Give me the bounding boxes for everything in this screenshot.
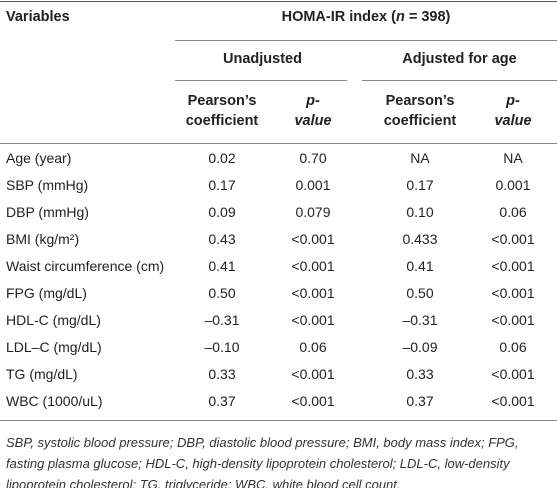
cell: NA — [410, 150, 430, 166]
cell: 0.06 — [499, 204, 527, 220]
cell: 0.41 — [406, 258, 434, 274]
cell: 0.06 — [299, 339, 327, 355]
index-title: HOMA-IR index (n = 398) — [175, 9, 557, 25]
cell: 0.433 — [402, 231, 438, 247]
sub-header: Pearson’s coefficient — [185, 93, 259, 129]
cell: 0.50 — [208, 285, 236, 301]
row-label: LDL–C (mg/dL) — [6, 339, 102, 355]
row-label: FPG (mg/dL) — [6, 285, 87, 301]
cell: <0.001 — [491, 393, 535, 409]
cell: <0.001 — [491, 285, 535, 301]
cell: 0.079 — [295, 204, 331, 220]
index-title-part: = 398) — [404, 9, 451, 25]
index-title-n: n — [395, 9, 405, 25]
cell: <0.001 — [291, 366, 335, 382]
cell: 0.09 — [208, 204, 236, 220]
rule — [175, 40, 557, 41]
row-label: SBP (mmHg) — [6, 177, 89, 193]
cell: 0.10 — [406, 204, 434, 220]
cell: 0.33 — [406, 366, 434, 382]
cell: <0.001 — [491, 312, 535, 328]
sub-header: p-value — [294, 93, 332, 129]
cell: <0.001 — [291, 258, 335, 274]
rule — [0, 420, 557, 421]
top-rule — [0, 1, 557, 2]
cell: 0.33 — [208, 366, 236, 382]
row-label: TG (mg/dL) — [6, 366, 78, 382]
cell: <0.001 — [491, 366, 535, 382]
cell: 0.50 — [406, 285, 434, 301]
row-label: DBP (mmHg) — [6, 204, 89, 220]
cell: <0.001 — [491, 258, 535, 274]
cell: 0.37 — [208, 393, 236, 409]
cell: 0.06 — [499, 339, 527, 355]
cell: 0.001 — [295, 177, 331, 193]
cell: 0.43 — [208, 231, 236, 247]
row-label: Waist circumference (cm) — [6, 258, 165, 274]
cell: 0.001 — [495, 177, 531, 193]
group-header: Adjusted for age — [402, 51, 517, 67]
cell: <0.001 — [291, 393, 335, 409]
cell: <0.001 — [491, 231, 535, 247]
rule — [175, 80, 347, 81]
row-label: HDL-C (mg/dL) — [6, 312, 101, 328]
cell: 0.02 — [208, 150, 236, 166]
cell: 0.70 — [299, 150, 327, 166]
cell: 0.17 — [208, 177, 236, 193]
cell: –0.31 — [204, 312, 240, 328]
variables-header: Variables — [6, 9, 70, 25]
cell: –0.10 — [204, 339, 240, 355]
sub-header: Pearson’s coefficient — [383, 93, 457, 129]
cell: –0.31 — [402, 312, 438, 328]
row-label: WBC (1000/uL) — [6, 393, 103, 409]
cell: 0.17 — [406, 177, 434, 193]
rule — [0, 143, 557, 144]
cell: <0.001 — [291, 312, 335, 328]
cell: <0.001 — [291, 231, 335, 247]
cell: <0.001 — [291, 285, 335, 301]
cell: 0.37 — [406, 393, 434, 409]
group-header: Unadjusted — [223, 51, 302, 67]
cell: 0.41 — [208, 258, 236, 274]
row-label: Age (year) — [6, 150, 72, 166]
cell: –0.09 — [402, 339, 438, 355]
footnote: SBP, systolic blood pressure; DBP, diast… — [6, 435, 519, 488]
sub-header: p-value — [494, 93, 532, 129]
index-title-part: HOMA-IR index ( — [281, 9, 396, 25]
rule — [362, 80, 557, 81]
cell: NA — [503, 150, 523, 166]
row-label: BMI (kg/m²) — [6, 231, 80, 247]
